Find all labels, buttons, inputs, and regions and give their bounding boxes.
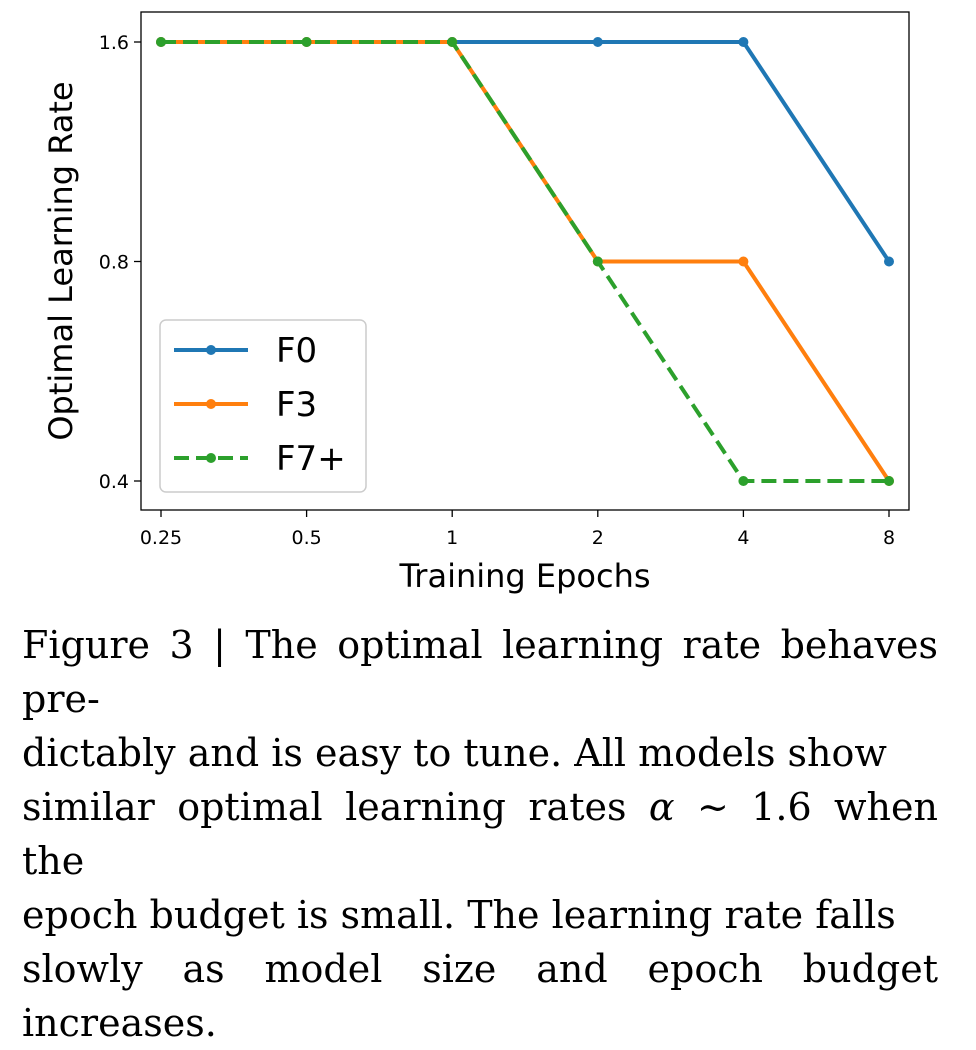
y-tick-label: 1.6 bbox=[99, 32, 129, 54]
caption-line-1: Figure 3 | The optimal learning rate beh… bbox=[22, 623, 938, 721]
data-point bbox=[884, 476, 894, 486]
x-tick-label: 0.25 bbox=[140, 527, 182, 549]
series-group bbox=[156, 37, 894, 486]
caption-line-5: slowly as model size and epoch budget in… bbox=[22, 947, 938, 1045]
y-axis-title: Optimal Learning Rate bbox=[42, 81, 80, 440]
data-point bbox=[592, 256, 603, 267]
legend-label: F0 bbox=[276, 331, 317, 371]
y-tick-label: 0.8 bbox=[99, 252, 129, 274]
alpha-symbol: α bbox=[648, 785, 675, 829]
figure-caption: Figure 3 | The optimal learning rate beh… bbox=[22, 618, 938, 1050]
caption-line-3: similar optimal learning rates α ∼ 1.6 w… bbox=[22, 780, 938, 888]
x-tick-label: 1 bbox=[446, 527, 458, 549]
legend-marker bbox=[206, 399, 216, 409]
caption-line-3-head: similar optimal learning rates bbox=[22, 785, 649, 829]
x-tick-label: 2 bbox=[592, 527, 604, 549]
data-point bbox=[884, 256, 894, 267]
x-tick-label: 4 bbox=[737, 527, 749, 549]
data-point bbox=[738, 476, 749, 486]
legend-frame bbox=[159, 319, 367, 493]
caption-line-3-tail: ∼ 1.6 when the bbox=[22, 785, 938, 883]
x-tick-label: 0.5 bbox=[291, 527, 321, 549]
y-axis-ticks: 0.4 0.8 1.6 bbox=[99, 32, 141, 493]
data-point bbox=[301, 37, 312, 47]
legend-label: F3 bbox=[276, 385, 317, 425]
data-point bbox=[738, 37, 749, 47]
data-point bbox=[447, 37, 458, 47]
caption-line-2: dictably and is easy to tune. All models… bbox=[22, 731, 887, 775]
y-tick-label: 0.4 bbox=[99, 471, 129, 493]
legend: F0 F3 F7+ bbox=[159, 319, 367, 493]
data-point bbox=[738, 256, 749, 267]
x-axis-ticks: 0.25 0.5 1 2 4 8 bbox=[140, 510, 895, 549]
x-tick-label: 8 bbox=[883, 527, 895, 549]
series-line bbox=[161, 40, 889, 483]
chart: 0.25 0.5 1 2 4 8 0.4 0.8 1.6 Training Epochs Op… bbox=[42, 11, 910, 595]
legend-marker bbox=[206, 453, 216, 463]
legend-label: F7+ bbox=[276, 439, 346, 479]
series-f7- bbox=[156, 37, 894, 486]
x-axis-title: Training Epochs bbox=[398, 557, 650, 595]
data-point bbox=[156, 37, 166, 47]
legend-marker bbox=[206, 345, 216, 355]
caption-line-4: epoch budget is small. The learning rate… bbox=[22, 893, 896, 937]
data-point bbox=[592, 37, 603, 47]
